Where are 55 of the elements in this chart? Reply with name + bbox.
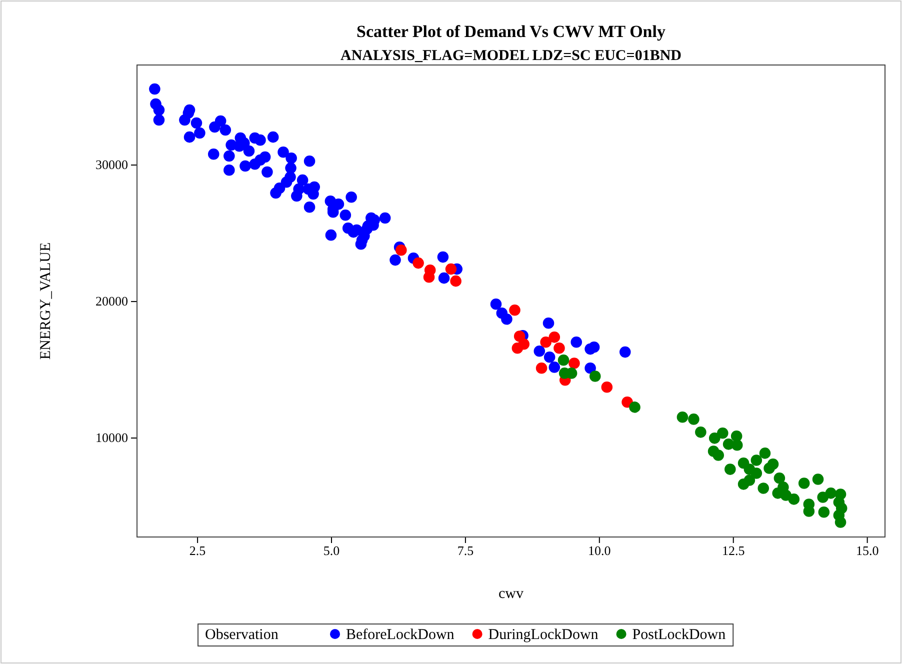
point [509, 304, 520, 316]
point [676, 412, 688, 423]
point [540, 336, 552, 348]
legend-label: PostLockDown [632, 627, 726, 643]
point [412, 257, 424, 269]
y-tick-label: 30000 [96, 157, 128, 172]
point [744, 474, 756, 486]
x-tick-label: 7.5 [457, 543, 474, 558]
point [780, 490, 792, 501]
point [759, 448, 771, 459]
y-tick-label: 10000 [96, 430, 128, 446]
point [558, 354, 570, 366]
point [396, 244, 407, 256]
point [724, 464, 736, 475]
point [512, 342, 524, 354]
point [708, 432, 720, 444]
x-tick-label: 12.5 [722, 543, 745, 558]
point [788, 494, 800, 505]
chart-subtitle: ANALYSIS_FLAG=MODEL LDZ=SC EUC=01BND [340, 48, 682, 64]
y-axis-title: ENERGY_VALUE [38, 242, 54, 360]
point [695, 426, 706, 438]
point [774, 472, 786, 484]
point [629, 402, 640, 413]
x-axis-title: cwv [498, 586, 524, 602]
point [450, 275, 462, 287]
point [548, 332, 560, 343]
x-tick-label: 15.0 [856, 543, 879, 558]
point [423, 271, 435, 283]
point [825, 488, 837, 499]
point [798, 478, 810, 489]
point [834, 516, 846, 528]
point [731, 440, 743, 451]
point [812, 474, 824, 485]
point [688, 414, 700, 425]
x-tick-label: 5.0 [323, 543, 340, 558]
chart-title: Scatter Plot of Demand Vs CWV MT Only [356, 22, 666, 41]
legend-label: BeforeLockDown [346, 627, 455, 643]
point [750, 454, 762, 466]
legend-label: DuringLockDown [488, 627, 599, 643]
point [758, 482, 770, 494]
point [445, 263, 457, 275]
point [750, 468, 762, 479]
point [601, 382, 613, 393]
y-tick-label: 20000 [96, 294, 128, 309]
point [554, 342, 565, 354]
x-tick-label: 10.0 [588, 543, 611, 558]
point [818, 506, 830, 518]
point [536, 362, 548, 374]
x-tick-label: 2.5 [189, 543, 206, 558]
point [717, 427, 728, 439]
point [589, 370, 601, 382]
legend-title: Observation [205, 627, 279, 643]
point [764, 462, 775, 474]
point [712, 450, 724, 461]
point [568, 358, 580, 369]
